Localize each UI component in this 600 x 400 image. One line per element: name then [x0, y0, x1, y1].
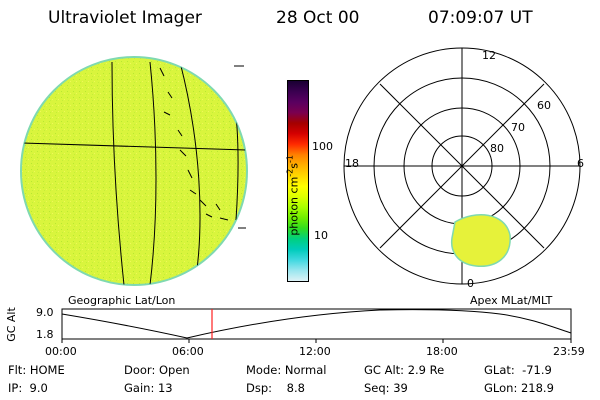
time-tick-0600: 06:00 — [172, 345, 204, 358]
door-info: Door: Open — [124, 363, 190, 377]
mlat-label-60: 60 — [537, 99, 551, 112]
instrument-title: Ultraviolet Imager — [48, 8, 202, 28]
ip-info: IP: 9.0 — [8, 381, 48, 395]
altitude-ymin: 1.8 — [36, 328, 54, 341]
gcalt-info: GC Alt: 2.9 Re — [364, 363, 445, 377]
mlat-label-70: 70 — [511, 121, 525, 134]
colorbar-tick-100: 100 — [312, 140, 333, 153]
left-panel-label: Geographic Lat/Lon — [68, 294, 176, 307]
colorbar — [287, 80, 309, 282]
flt-info: Flt: HOME — [8, 363, 65, 377]
time-tick-1800: 18:00 — [426, 345, 458, 358]
dsp-info: Dsp: 8.8 — [246, 381, 305, 395]
mlt-label-6: 6 — [577, 157, 584, 170]
time-label: 07:09:07 UT — [428, 8, 533, 28]
glat-info: GLat: -71.9 — [484, 363, 552, 377]
geo-grid-lines — [21, 61, 247, 285]
altitude-ymax: 9.0 — [36, 306, 54, 319]
date-label: 28 Oct 00 — [276, 8, 360, 28]
glon-info: GLon: 218.9 — [484, 381, 554, 395]
gain-info: Gain: 13 — [124, 381, 173, 395]
time-tick-2359: 23:59 — [553, 345, 585, 358]
image-disk — [20, 56, 248, 286]
time-tick-1200: 12:00 — [299, 345, 331, 358]
mlt-label-18: 18 — [345, 157, 359, 170]
colorbar-tick-10: 10 — [314, 229, 328, 242]
mode-info: Mode: Normal — [246, 363, 327, 377]
time-tick-0000: 00:00 — [45, 345, 77, 358]
mlt-label-0: 0 — [467, 277, 474, 290]
auroral-oval — [450, 214, 511, 267]
mlat-label-80: 80 — [490, 142, 504, 155]
right-panel-label: Apex MLat/MLT — [470, 294, 553, 307]
seq-info: Seq: 39 — [364, 381, 408, 395]
mlt-label-12: 12 — [482, 49, 496, 62]
